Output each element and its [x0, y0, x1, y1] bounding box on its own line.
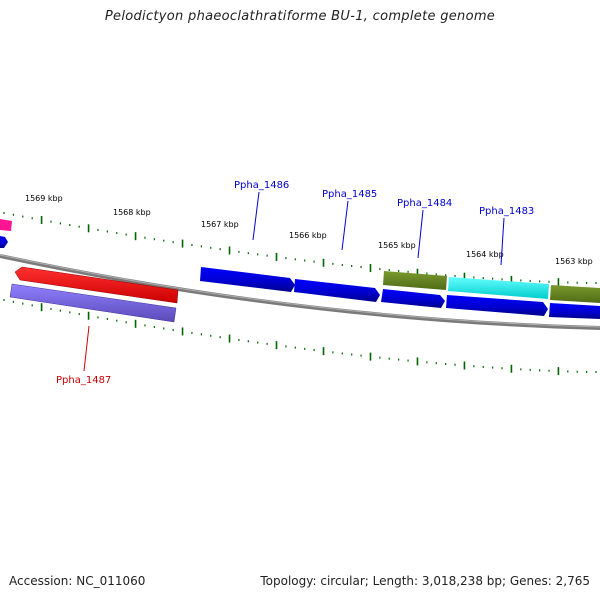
gene-label-ppha-1483[interactable]: Ppha_1483 [479, 206, 534, 217]
scale-label: 1568 kbp [113, 208, 151, 217]
feature-olive-ppha-1484[interactable] [383, 271, 447, 290]
lower-tick-row [3, 299, 597, 376]
accession-text: Accession: NC_011060 [9, 574, 146, 588]
gene-arrow-ppha-1486[interactable] [200, 267, 295, 292]
map-title: Pelodictyon phaeoclathratiforme BU-1, co… [104, 9, 496, 24]
gene-label-ppha-1486[interactable]: Ppha_1486 [234, 180, 289, 191]
genome-backbone [0, 254, 600, 330]
leader-line-ppha-1485 [341, 200, 349, 251]
gene-label-ppha-1484[interactable]: Ppha_1484 [397, 198, 452, 209]
gene-arrow-ppha-1487[interactable] [14, 266, 179, 304]
upper-tick-row [3, 212, 597, 287]
leader-line-ppha-1484 [417, 209, 424, 259]
gene-label-ppha-1487[interactable]: Ppha_1487 [56, 375, 111, 386]
leader-line-ppha-1487 [83, 325, 90, 372]
gene-arrow-next[interactable] [549, 303, 600, 319]
scale-label: 1564 kbp [466, 250, 504, 259]
gene-arrow-ppha-1483[interactable] [446, 295, 548, 316]
leader-line-ppha-1486 [252, 191, 260, 241]
leader-line-ppha-1483 [500, 217, 505, 266]
scale-label: 1567 kbp [201, 220, 239, 229]
gene-arrow-ppha-1485[interactable] [294, 279, 380, 302]
feature-cyan-ppha-1483[interactable] [448, 277, 549, 299]
gene-arrow-ppha-1484[interactable] [381, 289, 445, 308]
scale-label: 1563 kbp [555, 257, 593, 266]
scale-label: 1565 kbp [378, 241, 416, 250]
gene-label-ppha-1485[interactable]: Ppha_1485 [322, 189, 377, 200]
cds-arrow-ppha-1487[interactable] [9, 283, 177, 323]
scale-label: 1569 kbp [25, 194, 63, 203]
scale-label: 1566 kbp [289, 231, 327, 240]
topology-text: Topology: circular; Length: 3,018,238 bp… [260, 574, 590, 588]
gene-partial-magenta[interactable] [0, 219, 12, 231]
feature-olive-next[interactable] [550, 285, 600, 303]
gene-partial-blue[interactable] [0, 236, 8, 248]
